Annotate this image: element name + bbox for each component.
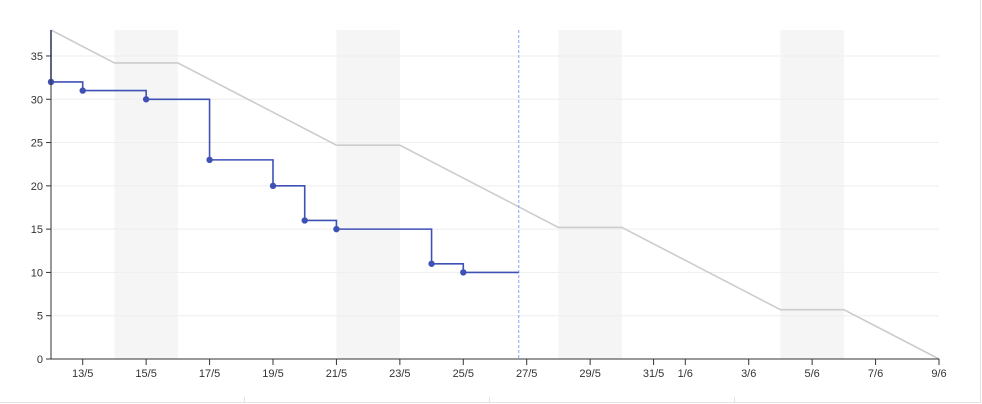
x-tick-label: 9/6: [931, 368, 946, 380]
actual-data-point: [79, 87, 86, 94]
actual-data-point: [301, 217, 308, 224]
actual-data-point: [460, 269, 467, 276]
x-tick-label: 5/6: [804, 368, 819, 380]
ideal-burndown-line: [50, 29, 940, 360]
footer-divider: [734, 397, 735, 402]
actual-data-point: [142, 96, 150, 103]
non-working-band: [558, 30, 622, 359]
non-working-bands: [114, 30, 844, 359]
actual-line-layer: [47, 30, 519, 276]
y-tick-label: 0: [37, 354, 43, 366]
footer-divider: [489, 397, 490, 402]
y-tick-label: 15: [31, 224, 43, 236]
x-tick-label: 15/5: [135, 368, 156, 380]
y-tick-label: 35: [31, 51, 43, 63]
x-tick-label: 3/6: [741, 368, 756, 380]
tick-labels: 0 5 10 15 20 25 30 35 13/5 15/5 17/5 19/5 21/5 23/5 25…: [31, 51, 947, 380]
y-tick-label: 30: [31, 94, 43, 106]
x-tick-label: 1/6: [678, 368, 693, 380]
x-tick-label: 25/5: [453, 368, 474, 380]
x-tick-label: 23/5: [389, 368, 410, 380]
y-tick-label: 20: [31, 181, 43, 193]
y-tick-label: 10: [31, 267, 43, 279]
ideal-line-layer: [50, 29, 940, 360]
x-tick-label: 27/5: [516, 368, 537, 380]
x-tick-label: 29/5: [579, 368, 600, 380]
x-tick-label: 13/5: [72, 368, 93, 380]
axes: [46, 30, 940, 365]
non-working-band: [780, 30, 844, 359]
y-tick-label: 25: [31, 138, 43, 150]
y-tick-label: 5: [37, 311, 43, 323]
x-tick-label: 31/5: [643, 368, 664, 380]
actual-data-point: [206, 156, 213, 164]
non-working-band: [114, 30, 178, 359]
actual-data-point: [428, 260, 435, 267]
non-working-band: [336, 30, 400, 359]
x-tick-label: 19/5: [262, 368, 283, 380]
x-tick-label: 17/5: [199, 368, 220, 380]
x-tick-label: 7/6: [868, 368, 883, 380]
footer-divider: [244, 397, 245, 402]
actual-data-point: [333, 225, 340, 233]
actual-data-point: [269, 182, 277, 190]
x-tick-label: 21/5: [326, 368, 347, 380]
